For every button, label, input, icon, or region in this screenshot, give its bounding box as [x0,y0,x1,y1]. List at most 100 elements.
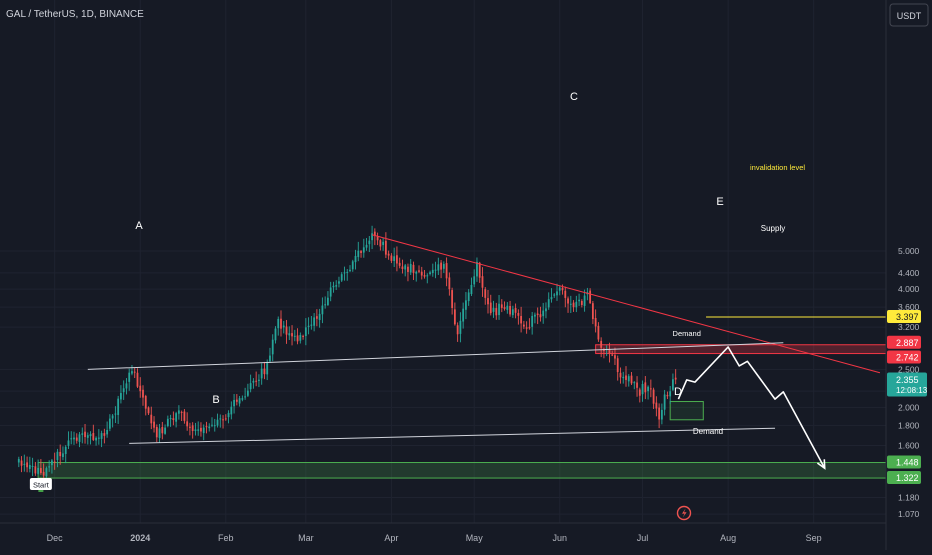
demand-small-label: Demand [673,329,701,338]
candle-body [23,463,26,465]
candle [440,259,442,279]
candle-body [153,421,155,428]
candle-body [249,383,252,390]
candle [611,350,614,357]
candle [17,456,20,468]
price-badge-value: 1.322 [896,473,919,483]
candle-body [84,431,86,438]
candle-body [575,301,578,308]
candle-body [122,388,125,393]
price-axis[interactable]: 5.0004.4004.0003.6003.2002.5002.2002.000… [898,246,920,519]
candle-body [28,465,31,469]
candle-body [177,410,180,414]
candle [509,300,511,317]
candle [660,403,663,425]
candle-body [658,407,661,420]
candle-body [42,471,45,476]
candle-body [78,434,81,442]
candle-body [448,277,451,290]
alert-icon[interactable] [676,505,692,521]
candle-body [376,236,379,241]
candle-body [26,462,28,468]
candle-body [73,437,75,440]
candle [299,332,302,344]
candle [492,300,495,318]
lower-channel-line[interactable] [129,427,776,444]
candle [545,302,547,319]
candle [103,428,106,444]
candle [122,380,125,400]
candle [335,280,338,290]
projection-path[interactable] [677,346,826,469]
candle-body [470,284,473,295]
candle-body [216,419,219,426]
candle [197,421,200,436]
candle [120,385,122,404]
candle [459,312,462,343]
candle-body [211,424,213,426]
candle [420,266,423,280]
candle-body [396,255,398,264]
candle-body [647,386,649,392]
candle [522,320,525,330]
candle [470,277,473,297]
candle [81,427,84,444]
currency-button-frame[interactable] [889,3,929,27]
candle-body [415,271,418,274]
currency-button[interactable]: USDT [889,3,929,27]
candle [318,308,321,328]
candle-body [86,435,89,438]
candle-body [531,315,534,327]
candle [73,431,75,445]
candle-body [451,290,454,309]
candle [48,460,51,472]
candle [211,417,213,428]
candle [313,313,316,332]
candle [106,421,109,438]
candle-body [456,325,459,335]
candle-body [67,440,70,446]
candle-body [235,399,238,402]
candle [567,296,569,313]
candle [189,422,191,436]
candle [503,301,506,311]
candle [473,269,476,288]
candle-body [545,308,547,312]
candle-body [108,418,111,429]
candle-body [51,460,53,466]
candle [520,306,523,333]
candle [442,261,445,273]
alert-icon-ring[interactable] [676,505,692,521]
candle [340,272,343,283]
candle [382,237,385,251]
currency-button-label[interactable]: USDT [897,11,922,21]
candle-body [660,409,663,420]
candle [572,300,575,312]
candlestick-series [17,225,677,480]
time-axis[interactable]: Dec 2024 Feb Mar Apr May Jun Jul Aug Sep [47,533,822,543]
candle [133,367,136,379]
candle [34,461,37,476]
candle [23,454,26,472]
candle [310,315,313,330]
candle [338,276,340,288]
candle [56,448,59,468]
candle [125,378,128,395]
lightning-icon [682,508,687,518]
candle-body [393,256,396,261]
candle-body [649,388,652,390]
candle-body [70,438,73,440]
upper-channel-line[interactable] [87,342,784,370]
candle [31,457,34,477]
candle [202,424,205,441]
candle [630,372,633,385]
candle [431,263,434,277]
candle-body [663,394,666,410]
candle-body [437,264,440,271]
candle-body [514,307,517,313]
candle [580,299,583,308]
candle [222,415,224,429]
resistance-trendline[interactable] [371,234,881,374]
time-tick-label: Apr [384,533,398,543]
